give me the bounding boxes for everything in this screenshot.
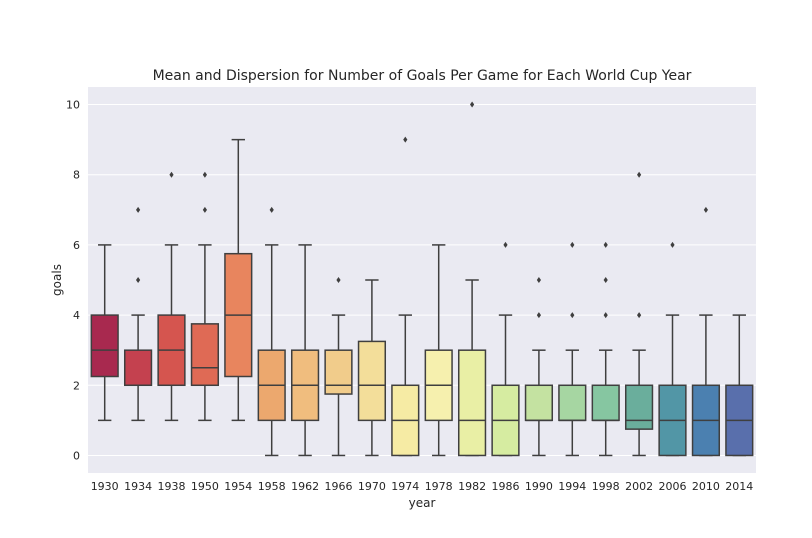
box-1966	[324, 277, 353, 457]
box-1950	[190, 171, 220, 422]
y-tick-label: 6	[73, 239, 80, 252]
box-1986	[491, 241, 520, 457]
outlier-point	[202, 206, 207, 213]
y-tick-label: 10	[66, 99, 80, 112]
box-iqr	[190, 323, 220, 387]
outlier-point	[202, 171, 207, 178]
box-1934	[123, 206, 153, 422]
x-tick-label: 2006	[659, 480, 687, 493]
outlier-point	[403, 136, 408, 143]
box-1962	[290, 244, 320, 457]
box-1978	[424, 244, 453, 457]
chart-title: Mean and Dispersion for Number of Goals …	[153, 68, 692, 84]
x-tick-label: 1950	[191, 480, 219, 493]
x-tick-label: 1954	[224, 480, 252, 493]
outlier-point	[470, 101, 475, 108]
outlier-point	[169, 171, 174, 178]
x-tick-label: 1962	[291, 480, 319, 493]
outlier-point	[136, 206, 141, 213]
box-2002	[624, 171, 654, 457]
boxes-layer	[90, 101, 754, 457]
x-tick-label: 1994	[558, 480, 586, 493]
x-tick-label: 1958	[258, 480, 286, 493]
y-tick-label: 8	[73, 169, 80, 182]
box-1982	[457, 101, 487, 457]
outlier-point	[336, 277, 341, 283]
box-1990	[524, 277, 554, 457]
box-1958	[257, 206, 286, 457]
x-tick-label: 1986	[492, 480, 520, 493]
box-1954	[224, 138, 253, 422]
outlier-point	[670, 241, 675, 248]
y-tick-label: 4	[73, 309, 80, 322]
y-tick-label: 2	[73, 379, 80, 392]
x-tick-label: 2002	[625, 480, 653, 493]
box-2014	[725, 314, 754, 457]
y-axis-ticks: 0 2 4 6 8 10	[66, 99, 80, 463]
outlier-point	[637, 171, 642, 178]
x-tick-label: 1990	[525, 480, 553, 493]
box-iqr	[357, 340, 387, 422]
x-tick-label: 1998	[592, 480, 620, 493]
box-iqr	[457, 349, 487, 457]
box-iqr	[624, 384, 654, 430]
box-1970	[357, 279, 387, 457]
outlier-point	[637, 312, 642, 319]
x-tick-label: 1974	[391, 480, 419, 493]
x-axis-label: year	[409, 496, 436, 510]
outlier-point	[570, 312, 575, 319]
x-tick-label: 2014	[725, 480, 753, 493]
box-1974	[391, 136, 420, 457]
x-tick-label: 1970	[358, 480, 386, 493]
outlier-point	[703, 206, 708, 213]
x-tick-label: 1934	[124, 480, 152, 493]
outlier-point	[536, 277, 541, 283]
x-tick-label: 1966	[325, 480, 353, 493]
outlier-point	[269, 206, 274, 213]
outlier-point	[603, 312, 608, 319]
box-iqr	[324, 349, 353, 395]
y-axis-label: goals	[50, 264, 64, 296]
box-1998	[591, 241, 620, 457]
outlier-point	[603, 277, 608, 283]
box-1994	[558, 241, 587, 457]
box-1930	[90, 244, 119, 422]
box-2006	[658, 241, 687, 457]
x-axis-ticks: 1930 1934 1938 1950 1954 1958 1962 1966 1970 1974…	[91, 480, 754, 493]
outlier-point	[570, 241, 575, 248]
x-tick-label: 1930	[91, 480, 119, 493]
box-iqr	[591, 384, 620, 422]
outlier-point	[603, 241, 608, 248]
outlier-point	[136, 277, 141, 283]
outlier-point	[503, 241, 508, 248]
box-2010	[691, 206, 721, 457]
x-tick-label: 2010	[692, 480, 720, 493]
plot-background	[88, 87, 756, 473]
x-tick-label: 1938	[158, 480, 186, 493]
outlier-point	[536, 312, 541, 319]
x-tick-label: 1978	[425, 480, 453, 493]
box-iqr	[90, 314, 119, 378]
box-iqr	[123, 349, 153, 387]
box-iqr	[524, 384, 554, 422]
box-1938	[157, 171, 186, 422]
y-tick-label: 0	[73, 449, 80, 462]
x-tick-label: 1982	[458, 480, 486, 493]
box-iqr	[558, 384, 587, 422]
